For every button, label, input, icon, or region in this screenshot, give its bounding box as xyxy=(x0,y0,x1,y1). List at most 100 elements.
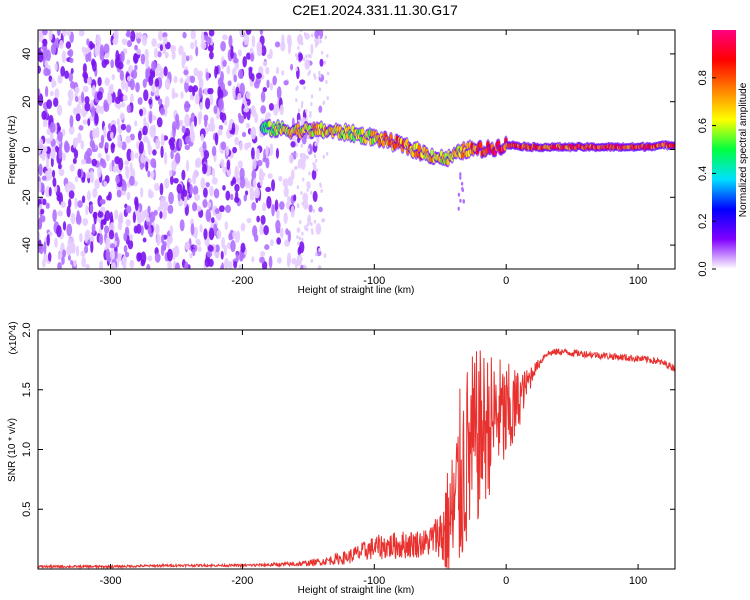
spectrogram-noise-cell xyxy=(101,218,107,225)
spectrogram-noise-cell xyxy=(57,163,62,170)
snr-x-tick-label: 100 xyxy=(629,575,647,587)
spectrogram-noise-cell xyxy=(277,257,282,264)
snr-x-label: Height of straight line (km) xyxy=(298,585,415,596)
snr-x-tick-label: -200 xyxy=(231,575,253,587)
spectrogram-noise-cell xyxy=(158,71,164,78)
spectrogram-noise-cell xyxy=(185,55,190,62)
spectrogram-noise-cell xyxy=(159,182,164,196)
spectrogram-noise-cell xyxy=(213,223,218,237)
spectrogram-noise-cell xyxy=(58,168,65,177)
spectrogram-noise-cell xyxy=(232,230,238,239)
spectrogram-noise-cell xyxy=(121,180,127,193)
spectrogram-noise-cell xyxy=(237,177,241,185)
spectrogram-noise-cell xyxy=(81,195,86,204)
spectrogram-noise-cell xyxy=(173,245,180,258)
spectrogram-noise-cell xyxy=(85,205,89,216)
spectrogram-marks xyxy=(38,30,675,269)
spectrogram-noise-cell xyxy=(312,208,315,213)
spectrogram-noise-cell xyxy=(252,178,257,189)
spectrogram-noise-cell xyxy=(105,142,109,149)
spectrogram-noise-cell xyxy=(145,57,149,70)
spectrogram-noise-cell xyxy=(147,225,152,235)
spectrogram-noise-cell xyxy=(193,115,198,127)
spectrogram-noise-cell xyxy=(95,34,102,47)
spectrogram-noise-cell xyxy=(312,190,318,203)
spectrogram-noise-cell xyxy=(164,178,170,189)
spectrogram-noise-cell xyxy=(224,119,228,126)
spectrogram-noise-cell xyxy=(314,30,320,39)
spectrogram-noise-cell xyxy=(181,57,185,69)
spectrogram-noise-cell xyxy=(274,41,281,48)
spectrogram-noise-cell xyxy=(325,151,329,156)
spectrogram-noise-cell xyxy=(115,174,120,184)
spectrogram-noise-cell xyxy=(66,205,71,218)
spectrogram-noise-cell xyxy=(164,78,171,90)
spectrogram-noise-cell xyxy=(133,53,138,63)
spectrogram-noise-cell xyxy=(112,165,118,173)
spectrogram-noise-cell xyxy=(250,147,255,160)
spectrogram-tail-cell xyxy=(457,206,460,211)
spectrogram-noise-cell xyxy=(300,264,304,269)
spectrogram-noise-cell xyxy=(305,54,308,59)
spectrogram-noise-cell xyxy=(204,118,208,128)
snr-y-tick-label: 0.5 xyxy=(21,502,33,517)
spectrogram-noise-cell xyxy=(42,30,48,36)
spectrogram-noise-cell xyxy=(69,163,75,172)
spectrogram-noise-cell xyxy=(290,63,294,71)
spectrogram-noise-cell xyxy=(244,180,251,189)
spectrogram-noise-cell xyxy=(121,256,127,268)
spectrogram-noise-cell xyxy=(238,264,242,269)
spectrogram-noise-cell xyxy=(197,70,204,78)
spectrogram-noise-cell xyxy=(110,248,116,260)
spectrogram-noise-cell xyxy=(142,237,147,243)
spectrogram-noise-cell xyxy=(110,131,114,138)
spectrogram-noise-cell xyxy=(73,259,77,267)
spectrogram-noise-cell xyxy=(224,221,229,230)
spectrogram-noise-cell xyxy=(86,38,90,46)
spectrogram-noise-cell xyxy=(42,118,48,128)
spectrogram-noise-cell xyxy=(205,36,212,45)
spectrogram-noise-cell xyxy=(121,77,126,91)
spectrogram-noise-cell xyxy=(324,35,327,40)
spectrogram-noise-cell xyxy=(145,161,149,172)
spectrogram-noise-cell xyxy=(126,59,131,65)
spectrogram-noise-cell xyxy=(120,123,127,131)
spectrogram-noise-cell xyxy=(100,44,104,54)
spectrogram-noise-cell xyxy=(147,170,151,178)
spectrogram-noise-cell xyxy=(116,252,123,262)
spectrogram-noise-cell xyxy=(179,77,184,84)
spectrogram-noise-cell xyxy=(52,177,57,187)
spectrogram-noise-cell xyxy=(205,181,210,188)
spectrogram-noise-cell xyxy=(187,85,194,93)
spectrogram-tail-cell xyxy=(459,172,462,177)
spectrogram-noise-cell xyxy=(103,43,110,54)
spectrogram-noise-cell xyxy=(245,91,251,100)
spectrogram-noise-cell xyxy=(148,75,154,86)
spectrogram-noise-cell xyxy=(310,258,314,263)
spectrogram-noise-cell xyxy=(162,32,168,38)
spectrogram-noise-cell xyxy=(267,173,273,179)
spectrogram-noise-cell xyxy=(206,251,213,258)
spectrogram-y-tick-label: -40 xyxy=(21,237,33,253)
spectrogram-noise-cell xyxy=(129,162,133,173)
snr-y-label: SNR (10 * v/v) xyxy=(7,418,18,482)
spectrogram-noise-cell xyxy=(82,218,89,226)
spectrogram-noise-cell xyxy=(138,31,143,39)
spectrogram-noise-cell xyxy=(184,261,189,269)
spectrogram-noise-cell xyxy=(125,135,132,144)
spectrogram-noise-cell xyxy=(140,259,146,267)
spectrogram-noise-cell xyxy=(66,223,73,237)
spectrogram-noise-cell xyxy=(300,257,303,262)
spectrogram-noise-cell xyxy=(119,112,125,121)
spectrogram-noise-cell xyxy=(150,171,155,179)
spectrogram-noise-cell xyxy=(75,214,82,225)
spectrogram-noise-cell xyxy=(123,232,128,242)
spectrogram-noise-cell xyxy=(274,199,279,213)
spectrogram-noise-cell xyxy=(80,91,85,104)
spectrogram-noise-cell xyxy=(287,176,294,187)
spectrogram-ridge-cell xyxy=(360,128,365,136)
spectrogram-noise-cell xyxy=(279,104,284,116)
spectrogram-noise-cell xyxy=(245,30,252,35)
spectrogram-noise-cell xyxy=(260,105,267,114)
spectrogram-noise-cell xyxy=(209,51,214,60)
